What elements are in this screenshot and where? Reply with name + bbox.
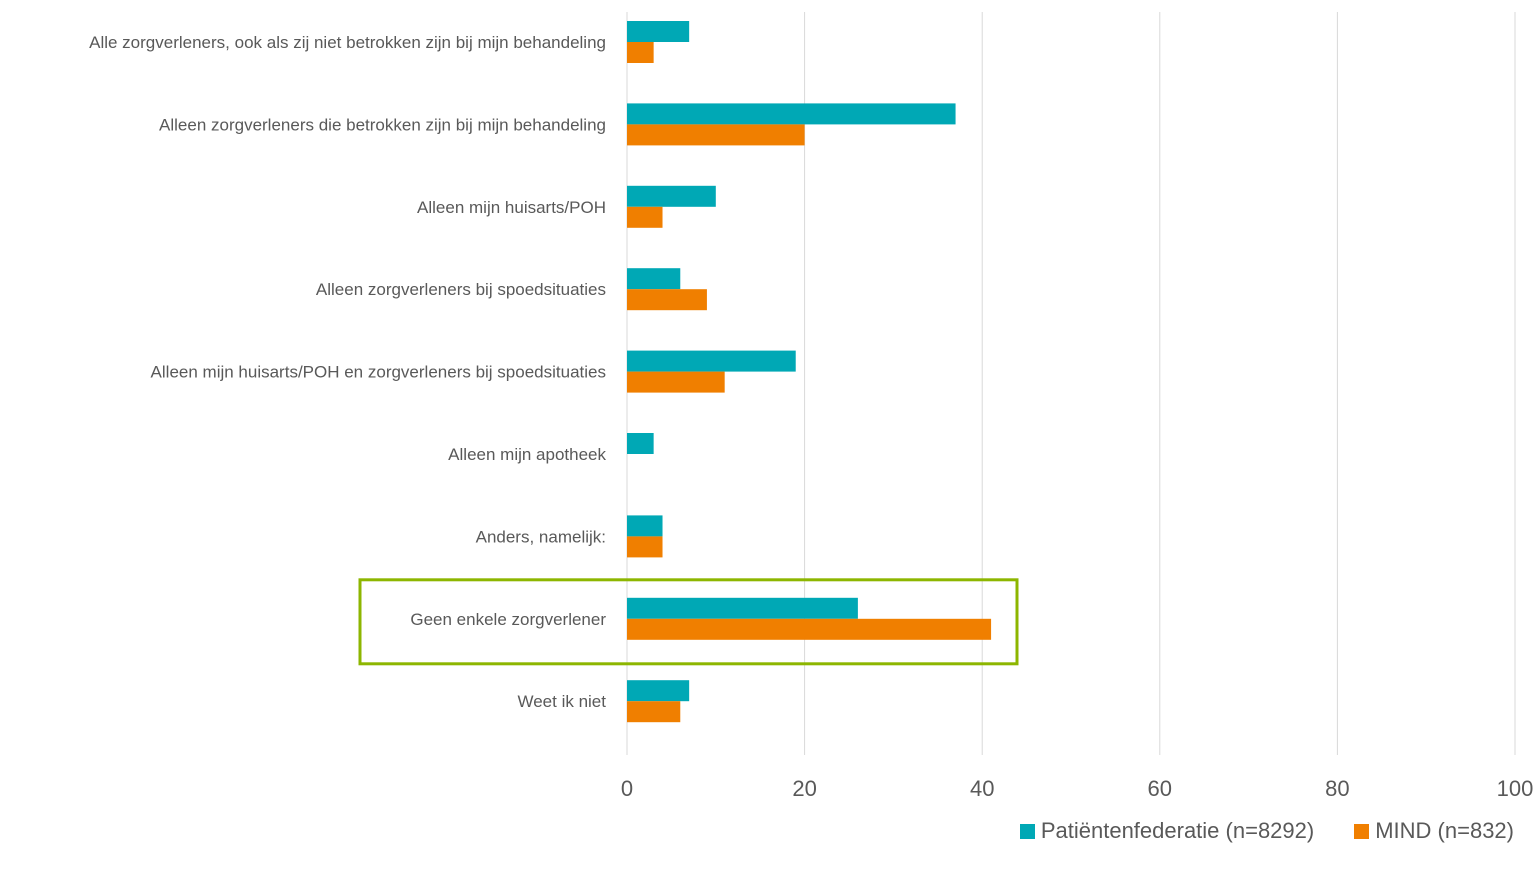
- bar-patientenfederatie: [627, 680, 690, 702]
- category-label: Alleen mijn huisarts/POH: [417, 198, 606, 217]
- legend-item-mind: MIND (n=832): [1354, 818, 1514, 844]
- bar-mind: [627, 42, 654, 63]
- category-labels: Alle zorgverleners, ook als zij niet bet…: [89, 33, 606, 711]
- x-axis-tick-labels: 0 20 40 60 80 100: [621, 776, 1533, 801]
- bar-patientenfederatie: [627, 103, 956, 125]
- highlight-box: [358, 578, 1019, 666]
- category-label: Geen enkele zorgverlener: [410, 610, 606, 629]
- category-label: Alleen mijn huisarts/POH en zorgverlener…: [151, 363, 606, 382]
- bar-patientenfederatie: [627, 350, 796, 372]
- x-tick-label: 0: [621, 776, 633, 801]
- bar-mind: [627, 701, 681, 723]
- legend: Patiëntenfederatie (n=8292) MIND (n=832): [1019, 818, 1514, 844]
- bars-group: [627, 21, 992, 723]
- x-tick-label: 80: [1325, 776, 1349, 801]
- legend-label-patientenfederatie: Patiëntenfederatie (n=8292): [1040, 818, 1315, 843]
- bar-patientenfederatie: [627, 268, 681, 290]
- x-tick-label: 20: [792, 776, 816, 801]
- bar-patientenfederatie: [627, 597, 858, 619]
- bar-patientenfederatie: [627, 185, 716, 207]
- bar-mind: [627, 536, 663, 558]
- category-label: Weet ik niet: [517, 692, 606, 711]
- category-label: Alle zorgverleners, ook als zij niet bet…: [89, 33, 606, 52]
- bar-mind: [627, 124, 805, 146]
- bar-mind: [627, 289, 707, 311]
- category-label: Alleen mijn apotheek: [448, 445, 606, 464]
- bar-mind: [627, 618, 992, 640]
- legend-swatch-mind: [1354, 823, 1370, 839]
- category-label: Alleen zorgverleners die betrokken zijn …: [159, 115, 606, 134]
- category-label: Alleen zorgverleners bij spoedsituaties: [316, 280, 606, 299]
- x-tick-label: 60: [1148, 776, 1172, 801]
- x-tick-label: 40: [970, 776, 994, 801]
- bar-patientenfederatie: [627, 515, 663, 537]
- highlight-group: [358, 578, 1019, 666]
- bar-mind: [627, 206, 663, 228]
- bar-patientenfederatie: [627, 433, 654, 454]
- legend-label-mind: MIND (n=832): [1375, 818, 1514, 843]
- category-label: Anders, namelijk:: [476, 527, 606, 546]
- legend-swatch-patientenfederatie: [1019, 823, 1035, 839]
- bar-patientenfederatie: [627, 21, 690, 42]
- bar-mind: [627, 371, 725, 393]
- x-tick-label: 100: [1497, 776, 1534, 801]
- legend-item-patientenfederatie: Patiëntenfederatie (n=8292): [1019, 818, 1315, 844]
